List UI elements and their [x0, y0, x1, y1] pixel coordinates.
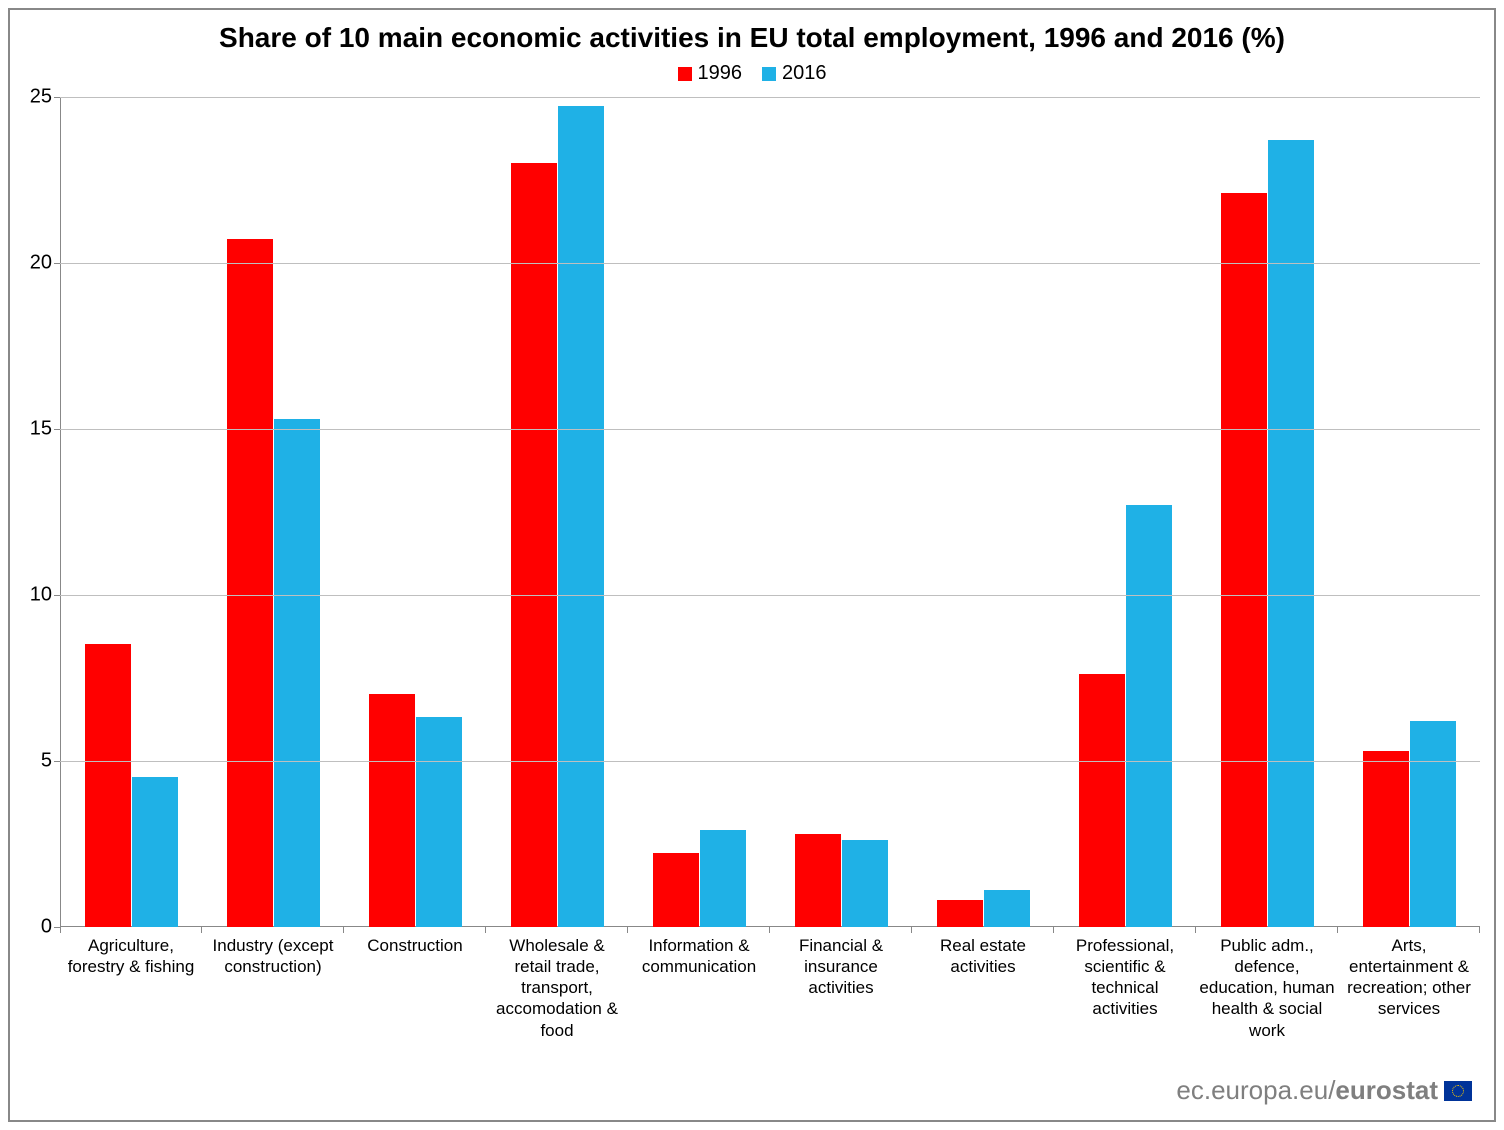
x-tick-mark [911, 927, 912, 933]
footer-attribution: ec.europa.eu/eurostat [1176, 1075, 1472, 1106]
bar-1996 [85, 644, 131, 926]
category-group [628, 97, 770, 927]
x-axis-label: Information & communication [628, 935, 770, 1041]
y-tick-mark [54, 761, 60, 762]
x-tick-mark [1337, 927, 1338, 933]
y-axis: 0510152025 [25, 97, 60, 927]
y-tick-mark [54, 595, 60, 596]
category-group [1054, 97, 1196, 927]
bar-2016 [842, 840, 888, 926]
chart-container: Share of 10 main economic activities in … [8, 8, 1496, 1122]
y-tick-mark [54, 263, 60, 264]
footer-prefix: ec.europa.eu/ [1176, 1075, 1335, 1106]
bar-2016 [416, 717, 462, 926]
x-tick-mark [769, 927, 770, 933]
y-tick-label: 20 [30, 251, 52, 274]
x-axis-label: Industry (except construction) [202, 935, 344, 1041]
y-tick-label: 15 [30, 417, 52, 440]
bar-1996 [511, 163, 557, 927]
x-tick-mark [1479, 927, 1480, 933]
category-group [1338, 97, 1480, 927]
grid-line [60, 429, 1480, 430]
x-axis-label: Wholesale & retail trade, transport, acc… [486, 935, 628, 1041]
x-tick-mark [485, 927, 486, 933]
y-tick-mark [54, 429, 60, 430]
x-axis-labels: Agriculture, forestry & fishingIndustry … [60, 935, 1480, 1041]
y-tick-label: 0 [41, 915, 52, 938]
x-tick-mark [1053, 927, 1054, 933]
bar-1996 [1221, 193, 1267, 927]
x-axis-label: Real estate activities [912, 935, 1054, 1041]
x-axis-label: Public adm., defence, education, human h… [1196, 935, 1338, 1041]
footer-bold: eurostat [1335, 1075, 1438, 1106]
grid-line [60, 263, 1480, 264]
x-tick-mark [60, 927, 61, 933]
category-group [912, 97, 1054, 927]
chart-title: Share of 10 main economic activities in … [30, 22, 1474, 54]
bar-2016 [132, 777, 178, 926]
bar-1996 [369, 694, 415, 926]
bar-2016 [274, 419, 320, 927]
x-axis-label: Professional, scientific & technical act… [1054, 935, 1196, 1041]
bar-1996 [937, 900, 983, 927]
legend-item: 1996 [678, 62, 743, 85]
x-tick-mark [343, 927, 344, 933]
bar-2016 [1126, 505, 1172, 927]
chart-legend: 1996 2016 [30, 62, 1474, 87]
category-group [60, 97, 202, 927]
category-group [202, 97, 344, 927]
legend-label: 2016 [782, 62, 827, 85]
grid-line [60, 595, 1480, 596]
x-axis-label: Agriculture, forestry & fishing [60, 935, 202, 1041]
bar-1996 [1363, 751, 1409, 927]
x-axis-label: Arts, entertainment & recreation; other … [1338, 935, 1480, 1041]
bar-1996 [1079, 674, 1125, 926]
y-tick-label: 10 [30, 583, 52, 606]
x-tick-mark [627, 927, 628, 933]
bar-2016 [700, 830, 746, 926]
bar-1996 [227, 239, 273, 926]
bar-2016 [984, 890, 1030, 927]
y-tick-mark [54, 97, 60, 98]
category-group [344, 97, 486, 927]
legend-swatch [678, 67, 692, 81]
legend-item: 2016 [762, 62, 827, 85]
bar-1996 [653, 853, 699, 926]
plot-area: 0510152025 [60, 97, 1480, 927]
y-tick-label: 5 [41, 749, 52, 772]
bar-1996 [795, 834, 841, 927]
bar-2016 [558, 106, 604, 926]
bars-area [60, 97, 1480, 927]
x-tick-mark [201, 927, 202, 933]
category-group [486, 97, 628, 927]
y-tick-label: 25 [30, 85, 52, 108]
category-group [1196, 97, 1338, 927]
legend-label: 1996 [698, 62, 743, 85]
eu-flag-icon [1444, 1081, 1472, 1101]
grid-line [60, 761, 1480, 762]
y-tick-mark [54, 927, 60, 928]
legend-swatch [762, 67, 776, 81]
x-tick-mark [1195, 927, 1196, 933]
grid-line [60, 97, 1480, 98]
x-axis-label: Financial & insurance activities [770, 935, 912, 1041]
bar-2016 [1268, 140, 1314, 927]
category-group [770, 97, 912, 927]
bar-2016 [1410, 721, 1456, 927]
x-axis-label: Construction [344, 935, 486, 1041]
